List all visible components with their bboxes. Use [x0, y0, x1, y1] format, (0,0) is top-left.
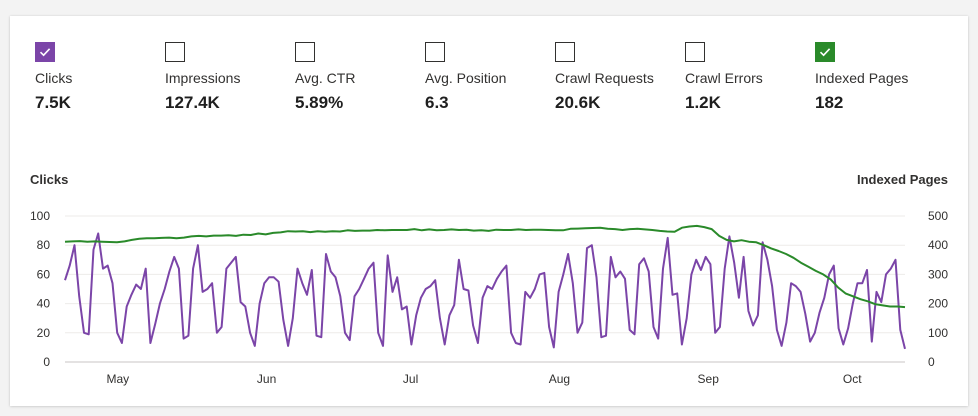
checkbox-avg-ctr[interactable] [295, 42, 315, 62]
metric-value: 127.4K [165, 93, 220, 112]
y-axis-title-left: Clicks [30, 172, 69, 187]
metric-value: 1.2K [685, 93, 721, 112]
x-tick-label: Jul [403, 372, 418, 386]
performance-card: Clicks 7.5K Impressions 127.4K Avg. CTR … [10, 16, 968, 406]
y-tick-right: 300 [928, 267, 948, 281]
metric-label: Clicks [35, 70, 73, 86]
checkbox-crawl-errors[interactable] [685, 42, 705, 62]
checkbox-avg-position[interactable] [425, 42, 445, 62]
metric-crawl-requests[interactable]: Crawl Requests 20.6K [555, 42, 680, 113]
metric-crawl-errors[interactable]: Crawl Errors 1.2K [685, 42, 810, 113]
y-tick-left: 100 [30, 209, 50, 223]
x-tick-label: Oct [843, 372, 862, 386]
checkbox-clicks[interactable] [35, 42, 55, 62]
x-tick-label: Jun [257, 372, 276, 386]
y-tick-left: 40 [37, 297, 51, 311]
metric-value: 7.5K [35, 93, 71, 112]
metric-label: Indexed Pages [815, 70, 909, 86]
series-line-indexed-pages [64, 224, 906, 309]
y-tick-left: 80 [37, 238, 51, 252]
y-tick-right: 0 [928, 355, 935, 369]
y-tick-left: 20 [37, 326, 51, 340]
checkmark-icon [819, 48, 831, 57]
metric-label: Avg. Position [425, 70, 507, 86]
metric-label: Crawl Errors [685, 70, 763, 86]
metric-clicks[interactable]: Clicks 7.5K [35, 42, 160, 113]
x-tick-label: May [106, 372, 129, 386]
checkbox-crawl-requests[interactable] [555, 42, 575, 62]
line-chart: 0 20 40 60 80 100 0 100 200 300 400 500 May Jun Jul Aug… [30, 209, 948, 386]
x-tick-label: Sep [698, 372, 720, 386]
y-axis-title-right: Indexed Pages [856, 172, 948, 187]
metric-value: 20.6K [555, 93, 601, 112]
metric-indexed-pages[interactable]: Indexed Pages 182 [815, 42, 940, 113]
metric-label: Avg. CTR [295, 70, 356, 86]
metric-avg-ctr[interactable]: Avg. CTR 5.89% [295, 42, 420, 113]
metric-impressions[interactable]: Impressions 127.4K [165, 42, 290, 113]
metric-value: 6.3 [425, 93, 449, 112]
metric-value: 182 [815, 93, 844, 112]
metric-avg-position[interactable]: Avg. Position 6.3 [425, 42, 550, 113]
series-line-clicks [64, 232, 906, 350]
checkbox-impressions[interactable] [165, 42, 185, 62]
y-tick-right: 100 [928, 326, 948, 340]
metric-label: Impressions [165, 70, 241, 86]
y-tick-right: 400 [928, 238, 948, 252]
checkbox-indexed-pages[interactable] [815, 42, 835, 62]
y-tick-left: 60 [37, 267, 51, 281]
y-tick-right: 200 [928, 297, 948, 311]
y-tick-right: 500 [928, 209, 948, 223]
x-tick-label: Aug [549, 372, 570, 386]
checkmark-icon [39, 48, 51, 57]
metric-label: Crawl Requests [555, 70, 654, 86]
y-tick-left: 0 [43, 355, 50, 369]
metric-value: 5.89% [295, 93, 344, 112]
